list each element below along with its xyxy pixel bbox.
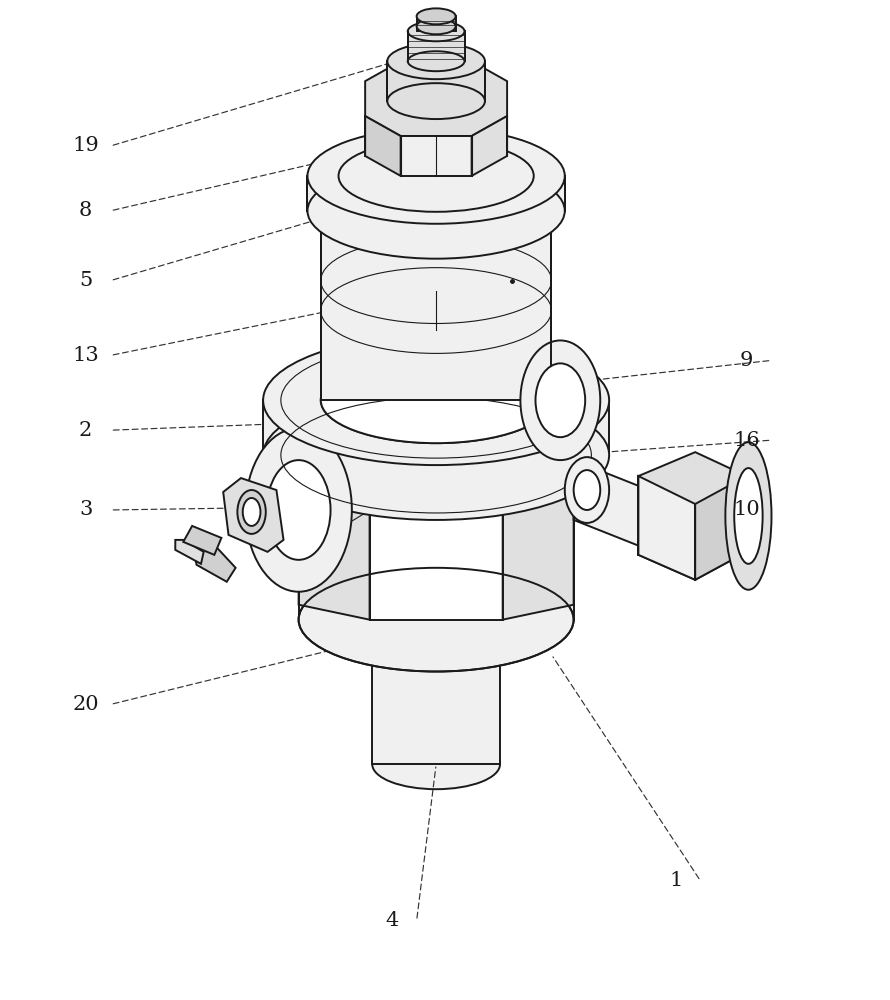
Ellipse shape xyxy=(574,470,600,510)
Polygon shape xyxy=(534,355,578,445)
Ellipse shape xyxy=(734,468,763,564)
Polygon shape xyxy=(574,460,649,550)
Text: 1: 1 xyxy=(669,871,683,890)
Ellipse shape xyxy=(267,460,330,560)
Polygon shape xyxy=(183,526,222,555)
Text: 3: 3 xyxy=(79,500,93,519)
Ellipse shape xyxy=(408,21,465,41)
Text: 16: 16 xyxy=(733,431,760,450)
Ellipse shape xyxy=(307,128,565,224)
Polygon shape xyxy=(299,455,574,620)
Ellipse shape xyxy=(536,363,586,437)
Ellipse shape xyxy=(263,335,609,465)
Polygon shape xyxy=(262,457,314,562)
Ellipse shape xyxy=(387,43,485,79)
Text: 5: 5 xyxy=(79,271,93,290)
Polygon shape xyxy=(299,455,369,620)
Polygon shape xyxy=(408,31,465,61)
Ellipse shape xyxy=(565,457,609,523)
Ellipse shape xyxy=(263,390,609,520)
Polygon shape xyxy=(387,61,485,101)
Ellipse shape xyxy=(320,168,552,254)
Ellipse shape xyxy=(307,163,565,259)
Polygon shape xyxy=(638,452,747,580)
Text: 9: 9 xyxy=(740,351,753,370)
Text: 13: 13 xyxy=(72,346,99,365)
Polygon shape xyxy=(372,620,500,764)
Ellipse shape xyxy=(417,8,456,24)
Ellipse shape xyxy=(408,51,465,71)
Text: 4: 4 xyxy=(385,911,399,930)
Polygon shape xyxy=(365,61,507,136)
Ellipse shape xyxy=(372,595,500,645)
Polygon shape xyxy=(503,455,574,620)
Ellipse shape xyxy=(725,442,772,590)
Polygon shape xyxy=(263,400,609,455)
Ellipse shape xyxy=(521,340,600,460)
Polygon shape xyxy=(400,136,472,176)
Polygon shape xyxy=(638,476,695,580)
Polygon shape xyxy=(175,540,204,564)
Polygon shape xyxy=(417,16,456,31)
Text: 8: 8 xyxy=(79,201,93,220)
Polygon shape xyxy=(365,116,400,176)
Ellipse shape xyxy=(320,357,552,443)
Polygon shape xyxy=(369,455,503,620)
Polygon shape xyxy=(192,545,236,582)
Polygon shape xyxy=(472,116,507,176)
Ellipse shape xyxy=(320,357,552,443)
Ellipse shape xyxy=(299,403,574,507)
Polygon shape xyxy=(320,211,552,400)
Ellipse shape xyxy=(238,490,266,534)
Ellipse shape xyxy=(243,498,261,526)
Ellipse shape xyxy=(338,140,534,212)
Ellipse shape xyxy=(417,18,456,34)
Text: 20: 20 xyxy=(72,695,99,714)
Ellipse shape xyxy=(372,739,500,789)
Text: 2: 2 xyxy=(79,421,93,440)
Text: 10: 10 xyxy=(733,500,760,519)
Ellipse shape xyxy=(299,568,574,672)
Ellipse shape xyxy=(387,83,485,119)
Polygon shape xyxy=(695,476,747,580)
Polygon shape xyxy=(307,176,565,211)
Ellipse shape xyxy=(246,428,352,592)
Polygon shape xyxy=(223,478,284,552)
Text: 19: 19 xyxy=(72,136,99,155)
